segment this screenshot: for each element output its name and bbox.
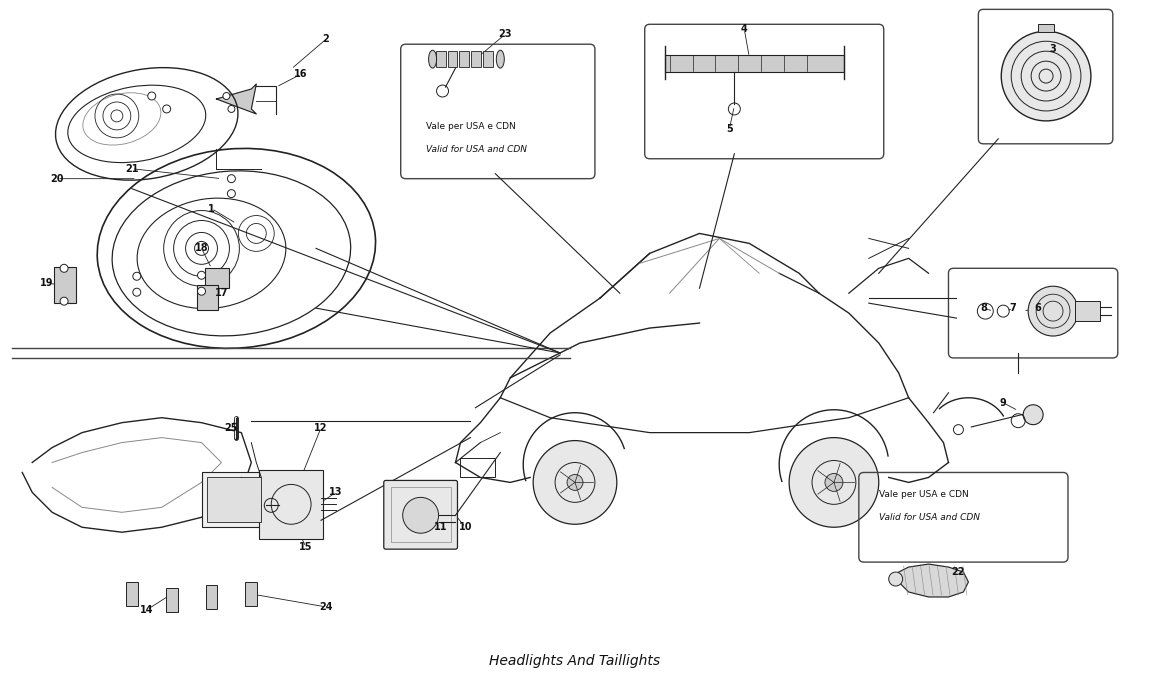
Text: 25: 25 — [224, 423, 238, 432]
Text: Headlights And Taillights: Headlights And Taillights — [490, 654, 660, 668]
Circle shape — [1024, 405, 1043, 425]
FancyBboxPatch shape — [197, 285, 218, 310]
Circle shape — [228, 175, 236, 182]
Text: 13: 13 — [329, 488, 343, 497]
FancyBboxPatch shape — [125, 582, 138, 606]
FancyBboxPatch shape — [201, 473, 267, 527]
Text: 19: 19 — [40, 278, 54, 288]
Text: 21: 21 — [125, 164, 138, 173]
Text: 22: 22 — [952, 567, 965, 577]
Text: 23: 23 — [499, 29, 512, 39]
Circle shape — [198, 271, 206, 279]
Circle shape — [889, 572, 903, 586]
Text: 7: 7 — [1010, 303, 1017, 313]
FancyBboxPatch shape — [1038, 25, 1055, 32]
Circle shape — [789, 438, 879, 527]
Circle shape — [402, 497, 438, 533]
Polygon shape — [898, 564, 968, 597]
Text: Valid for USA and CDN: Valid for USA and CDN — [879, 513, 980, 522]
FancyBboxPatch shape — [54, 267, 76, 303]
Text: 18: 18 — [194, 243, 208, 253]
Circle shape — [567, 475, 583, 490]
FancyBboxPatch shape — [472, 51, 482, 67]
Text: 15: 15 — [299, 542, 313, 552]
Circle shape — [825, 473, 843, 491]
FancyBboxPatch shape — [447, 51, 458, 67]
Text: 3: 3 — [1050, 44, 1057, 54]
Circle shape — [1002, 31, 1091, 121]
Circle shape — [228, 190, 236, 197]
Text: 24: 24 — [320, 602, 332, 612]
Circle shape — [60, 297, 68, 305]
Circle shape — [223, 92, 230, 100]
Circle shape — [198, 288, 206, 295]
Circle shape — [1028, 286, 1078, 336]
FancyBboxPatch shape — [207, 477, 261, 522]
Text: 4: 4 — [741, 25, 748, 34]
FancyBboxPatch shape — [665, 55, 844, 72]
Circle shape — [132, 288, 140, 296]
Polygon shape — [216, 84, 256, 114]
FancyBboxPatch shape — [1075, 301, 1099, 321]
Circle shape — [147, 92, 155, 100]
Text: 11: 11 — [434, 522, 447, 532]
Text: Vale per USA e CDN: Vale per USA e CDN — [879, 490, 968, 499]
FancyBboxPatch shape — [436, 51, 445, 67]
Ellipse shape — [429, 50, 437, 68]
FancyBboxPatch shape — [483, 51, 493, 67]
FancyBboxPatch shape — [245, 582, 258, 606]
FancyBboxPatch shape — [460, 51, 469, 67]
Ellipse shape — [497, 50, 505, 68]
Text: 16: 16 — [294, 69, 308, 79]
Text: 12: 12 — [314, 423, 328, 432]
Text: Vale per USA e CDN: Vale per USA e CDN — [426, 122, 515, 131]
Text: 9: 9 — [999, 398, 1006, 408]
Circle shape — [132, 273, 140, 280]
Text: 20: 20 — [51, 173, 64, 184]
FancyBboxPatch shape — [259, 471, 323, 539]
Text: 1: 1 — [208, 204, 215, 214]
FancyBboxPatch shape — [166, 588, 177, 612]
Text: 5: 5 — [726, 124, 733, 134]
Text: 17: 17 — [215, 288, 228, 298]
FancyBboxPatch shape — [384, 480, 458, 549]
FancyBboxPatch shape — [205, 268, 229, 288]
Text: 10: 10 — [459, 522, 473, 532]
Text: 6: 6 — [1035, 303, 1042, 313]
FancyBboxPatch shape — [206, 585, 217, 609]
Circle shape — [162, 105, 170, 113]
Circle shape — [228, 105, 235, 113]
Text: 2: 2 — [323, 34, 329, 44]
Text: Valid for USA and CDN: Valid for USA and CDN — [426, 145, 527, 154]
Text: 14: 14 — [140, 605, 153, 615]
Circle shape — [953, 425, 964, 434]
Text: 8: 8 — [980, 303, 987, 313]
Circle shape — [534, 441, 616, 525]
Circle shape — [60, 264, 68, 273]
